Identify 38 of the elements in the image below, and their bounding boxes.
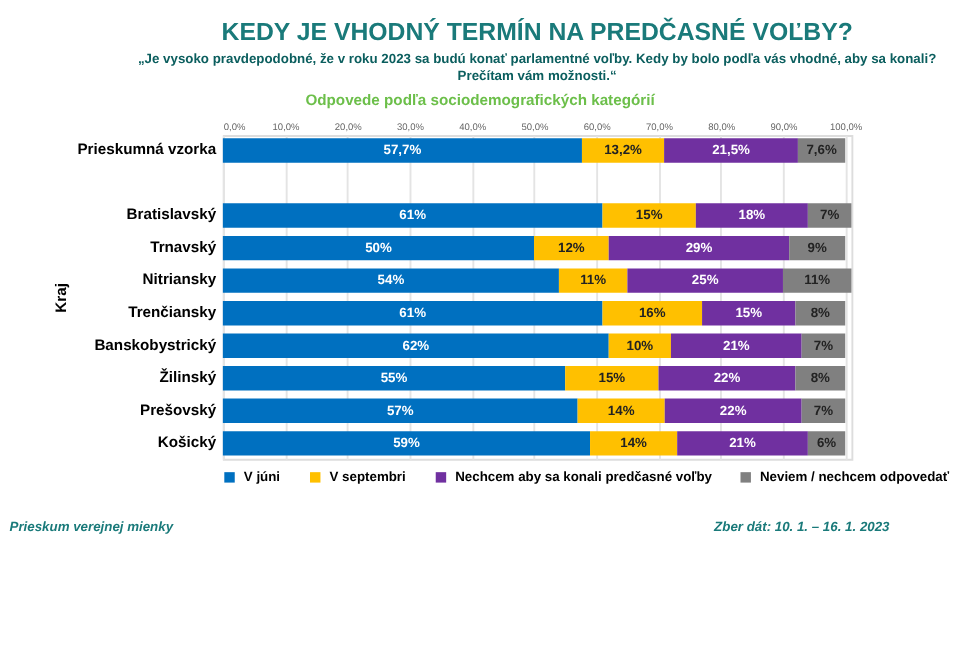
bar: [702, 300, 796, 326]
bar: [558, 268, 628, 293]
bar: [222, 398, 578, 424]
bar: [222, 300, 603, 326]
bar: [602, 203, 696, 228]
y-tick-label: Košický: [157, 433, 218, 452]
bar: [664, 138, 798, 163]
bar: [222, 268, 559, 293]
y-axis-title: Kraj: [51, 283, 70, 313]
chart-title: KEDY JE VHODNÝ TERMÍN NA PREDČASNÉ VOĽBY?: [221, 15, 853, 46]
y-tick-label: Prešovský: [140, 400, 218, 419]
bar: [222, 203, 603, 228]
bar: [581, 138, 665, 163]
bar: [222, 235, 535, 261]
bar: [658, 366, 796, 391]
bar: [664, 398, 802, 424]
y-tick-label: Bratislavský: [126, 205, 218, 224]
bar: [695, 203, 808, 228]
bar: [565, 366, 659, 391]
bar: [577, 398, 665, 424]
bar: [222, 333, 609, 358]
bar: [608, 235, 790, 261]
bar: [222, 138, 582, 163]
y-tick-label: Prieskumná vzorka: [77, 140, 218, 159]
y-tick-label: Trenčiansky: [128, 302, 218, 321]
bar: [222, 366, 566, 391]
bar: [602, 300, 703, 326]
bar: [627, 268, 783, 293]
y-tick-label: Žilinský: [159, 368, 218, 387]
y-tick-label: Banskobystrický: [94, 335, 218, 354]
text: Odpovede podľa sociodemografických kategórií: [305, 90, 657, 109]
bar: [670, 333, 802, 358]
bar: [677, 431, 808, 456]
bar: [782, 268, 852, 293]
y-tick-label: Trnavský: [150, 237, 218, 256]
y-tick-label: Nitriansky: [142, 270, 218, 289]
bar: [222, 431, 591, 456]
bar: [590, 431, 678, 456]
